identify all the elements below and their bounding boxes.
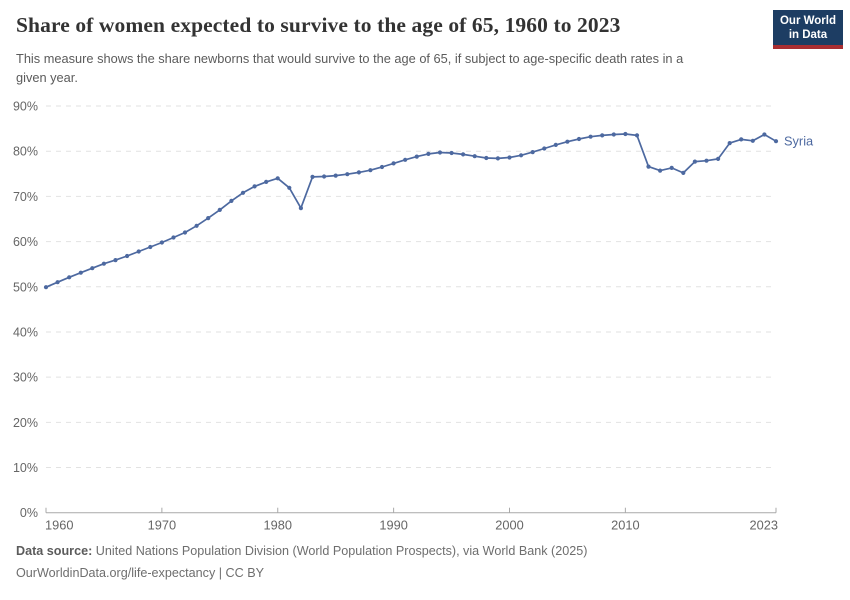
- data-point-2016: [692, 159, 698, 164]
- data-point-2012: [646, 164, 651, 169]
- data-point-1961: [55, 280, 60, 285]
- data-point-1990: [391, 161, 396, 166]
- data-point-2005: [565, 139, 570, 144]
- data-point-2021: [750, 138, 755, 143]
- data-point-2014: [669, 165, 674, 170]
- line-chart: 0% 10% 20% 30% 40% 50% 60% 70% 80% 90% 1960 1970 198…: [13, 100, 814, 533]
- data-point-2017: [704, 158, 709, 163]
- chart-title: Share of women expected to survive to th…: [16, 13, 621, 37]
- data-point-1964: [90, 266, 95, 271]
- data-point-2022: [762, 132, 767, 137]
- data-point-2015: [681, 170, 686, 175]
- y-tick-label: 10%: [13, 461, 38, 475]
- data-point-2008: [600, 133, 605, 138]
- data-point-1981: [287, 185, 292, 190]
- data-point-1970: [159, 240, 164, 245]
- x-tick-label: 1970: [148, 518, 176, 533]
- x-tick-label: 2010: [611, 518, 639, 533]
- data-point-1971: [171, 235, 176, 240]
- data-point-1987: [356, 170, 361, 175]
- data-point-2000: [507, 155, 512, 160]
- owid-logo-line1: Our World: [779, 15, 836, 27]
- data-point-1967: [125, 253, 130, 259]
- data-point-1975: [217, 207, 222, 212]
- data-point-2013: [658, 168, 663, 173]
- data-point-2002: [530, 150, 535, 155]
- data-source-line: Data source: United Nations Population D…: [16, 545, 836, 558]
- data-point-2011: [634, 133, 640, 138]
- x-tick-label: 1980: [264, 518, 292, 533]
- chart-subtitle: This measure shows the share newborns th…: [16, 51, 684, 85]
- data-point-1977: [240, 190, 246, 195]
- data-point-1991: [403, 157, 408, 162]
- data-source-text: United Nations Population Division (Worl…: [92, 544, 588, 558]
- y-tick-label: 80%: [13, 145, 38, 159]
- y-tick-label: 0%: [20, 506, 38, 520]
- data-point-2019: [727, 141, 732, 146]
- y-tick-label: 70%: [13, 190, 38, 204]
- y-tick-label: 20%: [13, 416, 38, 430]
- data-point-2003: [542, 146, 547, 151]
- data-point-1963: [78, 270, 83, 275]
- license-line: OurWorldinData.org/life-expectancy | CC …: [16, 565, 265, 580]
- data-point-2009: [611, 132, 616, 137]
- data-point-1974: [206, 216, 211, 221]
- chart-footer: Data source: United Nations Population D…: [16, 545, 836, 579]
- x-tick-label: 1960: [45, 518, 73, 533]
- data-point-1988: [368, 168, 373, 173]
- y-tick-label: 60%: [13, 235, 38, 249]
- data-point-2010: [623, 131, 628, 137]
- y-tick-label: 50%: [13, 280, 38, 294]
- data-point-1985: [333, 173, 338, 178]
- series-line: [45, 133, 777, 289]
- x-tick-label: 1990: [379, 518, 407, 533]
- data-point-1984: [322, 174, 327, 179]
- owid-logo: Our World in Data: [772, 10, 843, 49]
- data-point-2007: [588, 134, 593, 139]
- owid-logo-line2: in Data: [788, 28, 828, 41]
- data-point-1999: [495, 156, 500, 161]
- data-point-2001: [519, 153, 524, 158]
- data-point-2006: [576, 136, 582, 142]
- data-point-1978: [252, 184, 257, 189]
- data-point-2018: [716, 156, 721, 161]
- data-point-1996: [461, 152, 466, 157]
- data-point-2004: [553, 142, 558, 147]
- y-tick-label: 90%: [13, 100, 38, 114]
- data-point-1960: [43, 285, 49, 290]
- data-point-1992: [414, 154, 419, 159]
- y-tick-label: 40%: [13, 325, 38, 339]
- data-point-1982: [298, 206, 303, 211]
- data-point-1968: [136, 249, 141, 254]
- data-point-1980: [275, 176, 280, 181]
- x-tick-label: 2000: [495, 518, 523, 533]
- data-point-1973: [194, 223, 199, 228]
- data-point-2020: [739, 137, 744, 142]
- data-point-1995: [449, 150, 454, 156]
- data-point-2023: [773, 139, 779, 144]
- data-point-1965: [101, 261, 106, 266]
- data-point-1966: [113, 258, 118, 263]
- data-point-1976: [229, 198, 234, 203]
- data-point-1986: [345, 172, 350, 177]
- data-point-1962: [67, 275, 72, 280]
- data-point-1989: [379, 164, 385, 170]
- data-point-1979: [264, 179, 269, 184]
- data-point-1969: [148, 244, 153, 250]
- y-tick-label: 30%: [13, 371, 38, 385]
- data-point-1994: [437, 150, 443, 155]
- x-tick-label: 2023: [750, 518, 778, 533]
- data-source-label: Data source:: [16, 544, 93, 558]
- data-point-1972: [182, 230, 188, 235]
- data-point-1993: [426, 151, 431, 156]
- entity-label: Syria: [784, 134, 814, 149]
- data-point-1997: [472, 154, 477, 159]
- data-point-1983: [310, 174, 315, 179]
- data-point-1998: [484, 155, 489, 161]
